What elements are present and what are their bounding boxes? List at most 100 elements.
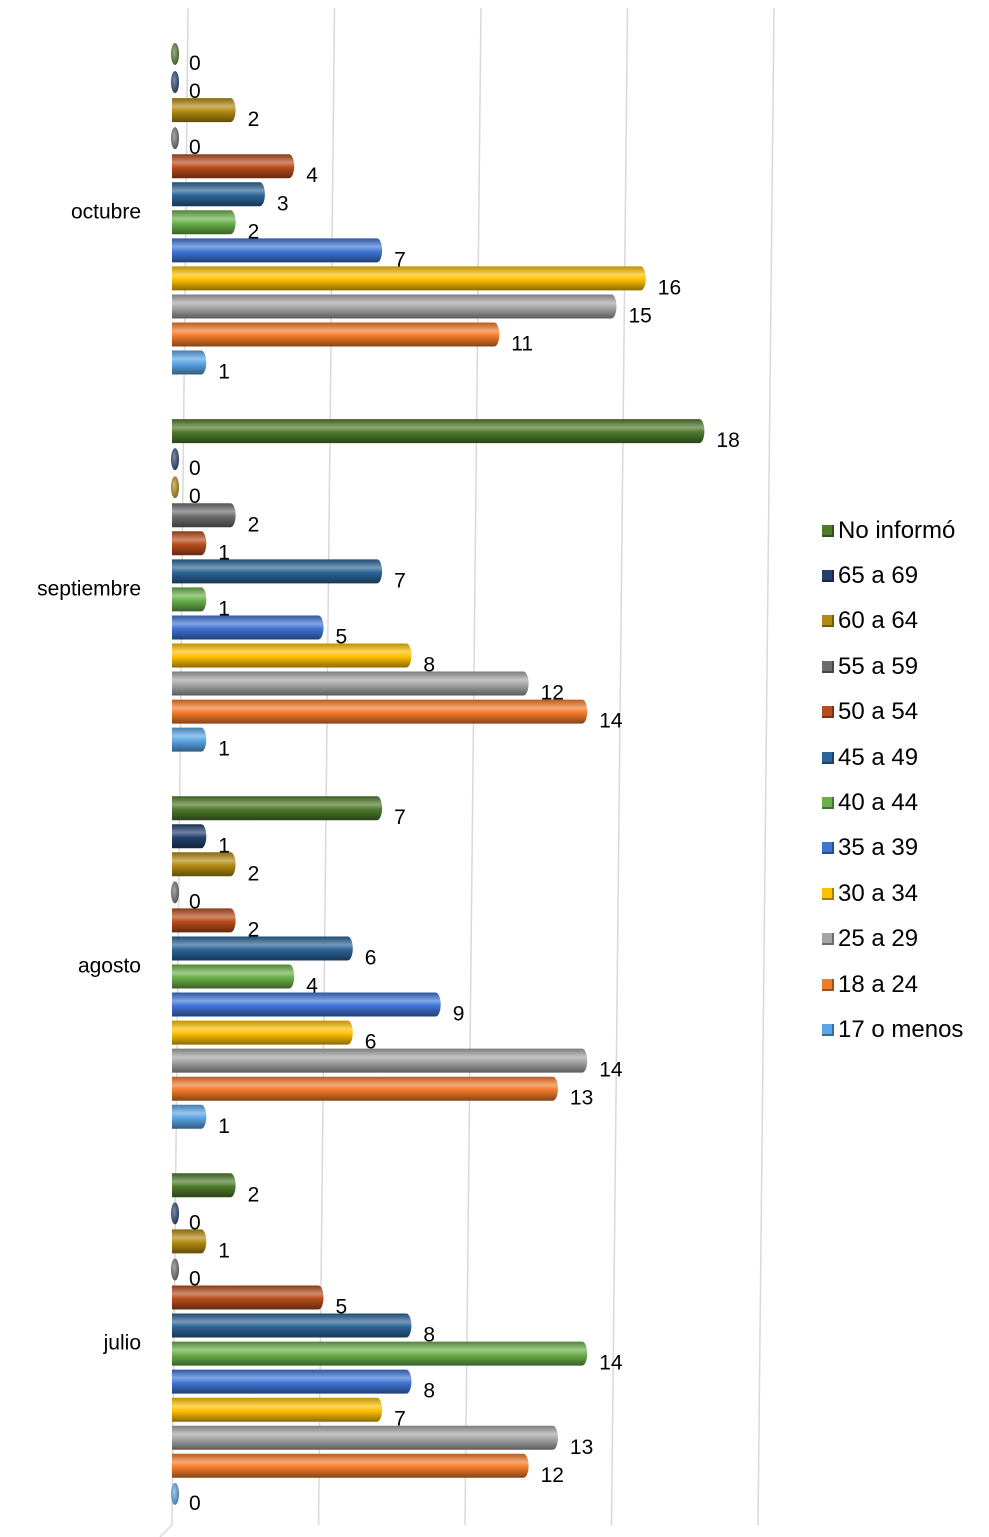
- category-label: julio: [103, 1332, 141, 1355]
- data-label: 18: [716, 429, 739, 452]
- legend-swatch: [822, 1023, 834, 1036]
- bar: [172, 559, 383, 584]
- bar: [172, 1397, 383, 1422]
- legend-item: 18 a 24: [822, 962, 987, 1007]
- data-label: 1: [218, 1239, 230, 1262]
- bar: [172, 350, 207, 375]
- data-label: 15: [629, 304, 652, 327]
- data-label: 14: [599, 1352, 623, 1375]
- category-labels: octubre septiembre agosto julio: [37, 200, 141, 1354]
- legend-swatch: [822, 978, 834, 991]
- bar: [171, 881, 179, 904]
- legend-item: 65 a 69: [822, 553, 987, 598]
- data-label: 2: [248, 513, 260, 536]
- data-label: 7: [394, 569, 406, 592]
- bar: [172, 1341, 588, 1366]
- bar: [172, 154, 295, 179]
- bar: [172, 936, 353, 961]
- bar: [171, 1202, 179, 1225]
- data-label: 2: [248, 220, 260, 243]
- legend-item: 45 a 49: [822, 735, 987, 780]
- legend-item: 60 a 64: [822, 599, 987, 644]
- bar: [171, 71, 179, 94]
- legend: No informó 65 a 69 60 a 64 55 a 59 50 a 54 45…: [822, 508, 987, 1053]
- data-label: 1: [218, 597, 230, 620]
- bar: [172, 238, 383, 263]
- gridline: [757, 7, 775, 1526]
- legend-label: 35 a 39: [838, 834, 919, 862]
- data-label: 12: [541, 682, 564, 705]
- data-label: 7: [394, 1408, 406, 1431]
- bar: [172, 182, 265, 207]
- gridline: [464, 7, 482, 1526]
- data-label: 0: [189, 457, 201, 480]
- data-label: 4: [306, 164, 318, 187]
- legend-item: 35 a 39: [822, 826, 987, 871]
- data-label: 2: [248, 918, 260, 941]
- data-label: 9: [453, 1003, 465, 1026]
- bar: [172, 643, 412, 668]
- bar: [172, 964, 295, 989]
- legend-swatch: [822, 615, 834, 628]
- axis-tick: [159, 1524, 173, 1537]
- data-label: 1: [218, 541, 230, 564]
- bar: [172, 824, 207, 849]
- legend-swatch: [822, 660, 834, 673]
- bars: [171, 43, 705, 1505]
- data-labels: 0020432716151111800217158121417120264961…: [189, 52, 740, 1515]
- data-label: 8: [423, 1380, 435, 1403]
- data-label: 2: [248, 108, 260, 131]
- legend-item: 25 a 29: [822, 917, 987, 962]
- legend-item: No informó: [822, 508, 987, 553]
- legend-swatch: [822, 842, 834, 855]
- bar: [171, 476, 179, 499]
- legend-swatch: [822, 570, 834, 583]
- bar: [172, 531, 207, 556]
- bar: [172, 294, 617, 319]
- legend-label: 60 a 64: [838, 607, 919, 635]
- legend-item: 40 a 44: [822, 780, 987, 825]
- data-label: 14: [599, 710, 623, 733]
- legend-label: 17 o menos: [838, 1015, 964, 1043]
- bar: [172, 266, 646, 291]
- legend-swatch: [822, 751, 834, 764]
- data-label: 0: [189, 1492, 201, 1515]
- legend-label: 45 a 49: [838, 743, 919, 771]
- bar: [172, 1369, 412, 1394]
- data-label: 5: [336, 625, 348, 648]
- legend-label: 65 a 69: [838, 562, 919, 590]
- data-label: 1: [218, 834, 230, 857]
- bar: [171, 43, 179, 65]
- bar: [172, 699, 588, 724]
- data-label: 6: [365, 1031, 377, 1054]
- legend-item: 17 o menos: [822, 1007, 987, 1052]
- legend-swatch: [822, 524, 834, 537]
- legend-swatch: [822, 887, 834, 900]
- bar: [171, 1258, 179, 1281]
- data-label: 0: [189, 1267, 201, 1290]
- data-label: 1: [218, 1115, 230, 1138]
- legend-label: 50 a 54: [838, 698, 919, 726]
- data-label: 7: [394, 248, 406, 271]
- bar: [172, 992, 441, 1017]
- category-label: septiembre: [37, 577, 141, 600]
- bar: [172, 796, 383, 821]
- bar: [172, 1173, 236, 1198]
- bar: [172, 852, 236, 877]
- legend-swatch: [822, 797, 834, 810]
- legend-swatch: [822, 706, 834, 719]
- bar: [172, 1048, 588, 1073]
- data-label: 11: [511, 333, 533, 356]
- legend-item: 50 a 54: [822, 690, 987, 735]
- legend-label: 40 a 44: [838, 789, 919, 817]
- data-label: 0: [189, 485, 201, 508]
- data-label: 0: [189, 136, 201, 159]
- bar: [172, 1020, 353, 1045]
- data-label: 2: [248, 862, 260, 885]
- bar: [172, 1313, 412, 1338]
- data-label: 7: [394, 806, 406, 829]
- data-label: 1: [218, 361, 230, 384]
- bar: [172, 587, 207, 612]
- data-label: 0: [189, 52, 201, 75]
